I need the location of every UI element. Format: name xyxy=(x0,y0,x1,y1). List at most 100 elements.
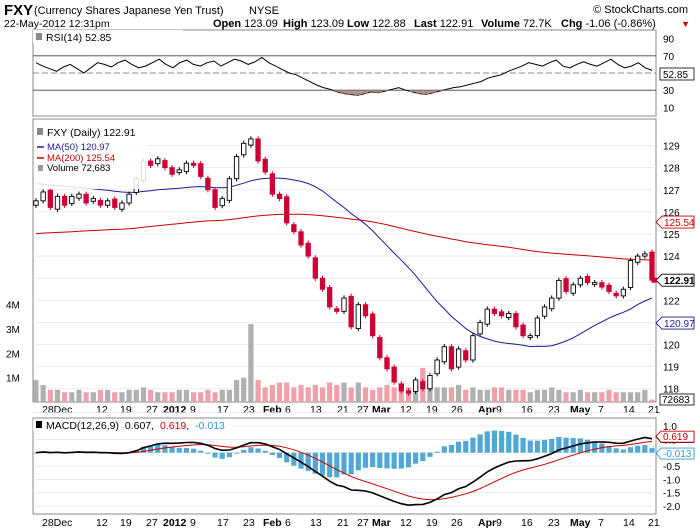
volume-tick-label: 2M xyxy=(6,349,20,360)
price-badge: 120.97 xyxy=(655,316,695,330)
macd-hist-bar xyxy=(527,440,533,453)
candle-body xyxy=(613,292,619,297)
candle-body xyxy=(520,324,526,337)
candle-body xyxy=(47,189,53,208)
volume-tick-label: 4M xyxy=(6,301,20,312)
volume-bar xyxy=(205,389,211,402)
x-tick-label: Feb xyxy=(263,404,282,416)
x-tick-label: 9 xyxy=(190,404,196,416)
macd-hist-bar xyxy=(441,446,447,453)
volume-bar xyxy=(97,389,104,402)
rsi-oversold-bar xyxy=(340,90,348,94)
macd-hist-bar xyxy=(205,452,211,454)
rsi-oversold-bar xyxy=(409,90,416,92)
price-legend: FXY (Daily) 122.91 MA(50) 120.97 MA(200)… xyxy=(35,125,147,189)
macd-hist-bar xyxy=(534,440,540,453)
candle-body xyxy=(119,202,125,210)
volume-bar xyxy=(284,382,290,402)
volume-bar xyxy=(155,392,161,402)
candle-body xyxy=(649,251,655,281)
volume-bar xyxy=(140,387,147,402)
volume-bar xyxy=(162,392,168,402)
candle-body xyxy=(40,191,46,202)
rsi-oversold-bar xyxy=(436,90,444,92)
volume-bar xyxy=(427,384,433,402)
x-tick-label: Apr xyxy=(478,404,496,416)
volume-bars xyxy=(33,324,655,402)
macd-hist-bar xyxy=(140,446,147,453)
candle-body xyxy=(427,375,433,390)
candle-body xyxy=(176,169,182,173)
x-tick-label: Mar xyxy=(372,517,391,529)
volume-tick-label: 3M xyxy=(6,325,20,336)
candle-body xyxy=(233,156,240,180)
macd-hist-bar xyxy=(176,447,182,453)
x-tick-label: 23 xyxy=(243,517,255,529)
candle-body xyxy=(104,200,111,206)
macd-hist-bar xyxy=(513,434,519,453)
x-tick-label: 9 xyxy=(496,404,502,416)
macd-hist-bar xyxy=(470,437,476,453)
macd-hist-bar xyxy=(563,437,569,453)
candle-body xyxy=(398,383,404,392)
macd-hist-bar xyxy=(284,452,290,463)
quote-value: 122.91 xyxy=(440,18,474,30)
volume-bar xyxy=(362,387,369,402)
volume-bar xyxy=(105,389,111,402)
candle-body xyxy=(348,295,354,328)
candle-body xyxy=(541,306,548,317)
volume-bar xyxy=(190,392,197,402)
macd-hist-bar xyxy=(169,446,175,453)
candle-body xyxy=(305,242,311,257)
price-tick-label: 126 xyxy=(663,208,680,219)
macd-badge-text: -0.013 xyxy=(663,449,692,460)
macd-hist-bar xyxy=(241,449,247,453)
volume-bar xyxy=(33,380,39,402)
volume-tick-label: 1M xyxy=(6,374,20,385)
macd-hist-bar xyxy=(305,452,311,471)
x-tick-label: 9 xyxy=(190,517,196,529)
price-tick-label: 127 xyxy=(663,186,680,197)
macd-hist-bar xyxy=(584,439,591,453)
candle-body xyxy=(606,284,612,292)
candle-body xyxy=(384,357,390,370)
volume-bar xyxy=(198,392,204,402)
candle-body xyxy=(455,348,462,368)
volume-bar xyxy=(520,389,526,402)
candle-body xyxy=(513,313,519,328)
candle-body xyxy=(412,379,419,392)
candle-body xyxy=(62,195,68,206)
rsi-oversold-bar xyxy=(422,90,430,95)
macd-hist-bar xyxy=(384,452,390,469)
macd-badge-text: 0.619 xyxy=(663,432,688,443)
macd-hist-bar xyxy=(649,448,655,453)
x-tick-label: Mar xyxy=(372,404,391,416)
x-tick-label: 19 xyxy=(426,404,438,416)
volume-bar xyxy=(584,392,591,402)
volume-bar xyxy=(183,389,190,402)
candle-body xyxy=(570,284,576,294)
x-tick-label: May xyxy=(570,517,591,529)
volume-badge: 72683 xyxy=(659,393,695,406)
macd-hist-bar xyxy=(377,452,383,468)
candle-body xyxy=(549,297,555,310)
candle-body xyxy=(527,335,533,338)
volume-bar xyxy=(40,384,46,402)
exchange-label: NYSE xyxy=(249,5,279,17)
candle-body xyxy=(312,257,318,279)
x-tick-label: 27 xyxy=(146,517,158,529)
macd-legend-sep1: , xyxy=(151,420,154,432)
macd-hist-bar xyxy=(577,438,583,453)
candle-body xyxy=(434,359,440,375)
x-tick-label: Feb xyxy=(263,517,282,529)
x-tick-label: 27 xyxy=(146,404,158,416)
candle-body xyxy=(420,381,426,390)
macd-hist-bar xyxy=(233,452,240,454)
quote-item: Chg -1.06 (-0.86%) xyxy=(561,18,656,30)
volume-bar xyxy=(312,384,318,402)
x-tick-label: 23 xyxy=(243,404,255,416)
x-tick-label: 19 xyxy=(120,517,132,529)
price-badge: 122.91 xyxy=(655,273,695,287)
quote-value: -1.06 (-0.86%) xyxy=(585,18,655,30)
volume-bar xyxy=(391,387,397,402)
